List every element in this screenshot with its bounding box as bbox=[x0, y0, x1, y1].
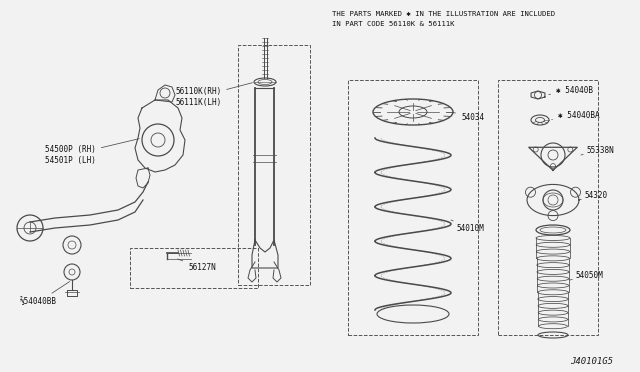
Text: 54034: 54034 bbox=[454, 112, 484, 122]
Text: THE PARTS MARKED ✱ IN THE ILLUSTRATION ARE INCLUDED: THE PARTS MARKED ✱ IN THE ILLUSTRATION A… bbox=[332, 11, 555, 17]
Text: ⅔54040BB: ⅔54040BB bbox=[20, 282, 70, 307]
Bar bbox=[130, 248, 258, 288]
Text: 56127N: 56127N bbox=[177, 259, 216, 273]
Bar bbox=[238, 45, 310, 285]
Text: 54320: 54320 bbox=[579, 190, 607, 200]
Text: J40101G5: J40101G5 bbox=[570, 357, 613, 366]
Text: IN PART CODE 56110K & 56111K: IN PART CODE 56110K & 56111K bbox=[332, 21, 454, 27]
Text: 54010M: 54010M bbox=[451, 220, 484, 232]
Text: 55338N: 55338N bbox=[581, 145, 614, 155]
Text: 56110K(RH)
56111K(LH): 56110K(RH) 56111K(LH) bbox=[175, 83, 252, 107]
Bar bbox=[498, 80, 598, 335]
Text: 54050M: 54050M bbox=[570, 270, 603, 280]
Text: ✱ 54040BA: ✱ 54040BA bbox=[552, 110, 600, 119]
Text: 54500P (RH)
54501P (LH): 54500P (RH) 54501P (LH) bbox=[45, 139, 140, 165]
Bar bbox=[348, 80, 478, 335]
Text: ✱ 54040B: ✱ 54040B bbox=[548, 86, 593, 94]
